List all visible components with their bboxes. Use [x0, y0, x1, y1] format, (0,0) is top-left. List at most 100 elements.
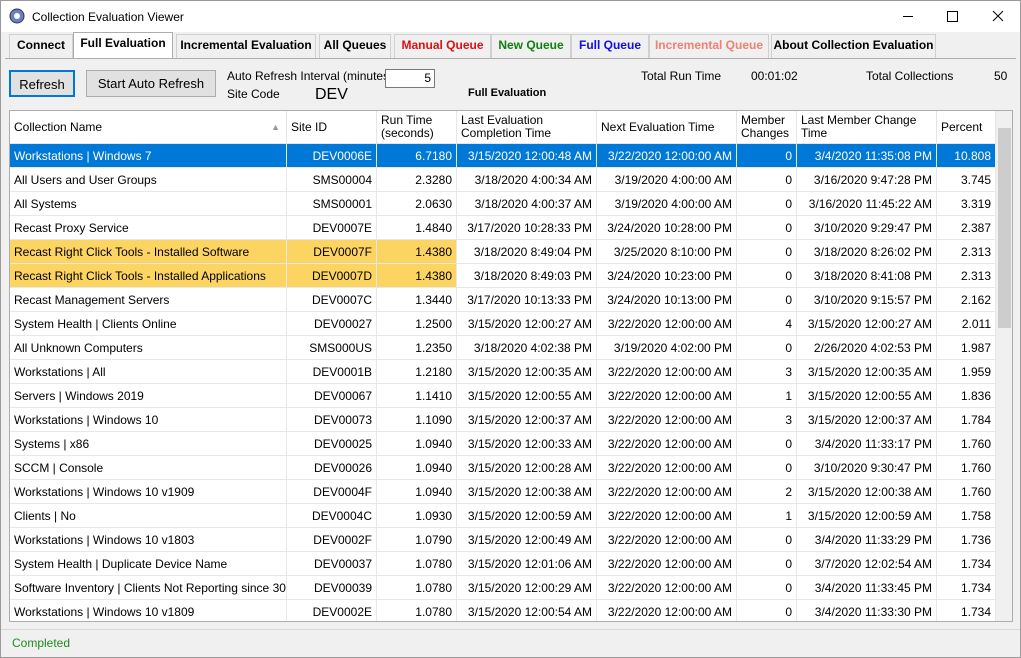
table-cell[interactable]: 0	[737, 576, 797, 600]
window-controls[interactable]	[881, 1, 1020, 32]
table-cell[interactable]: 3/4/2020 11:33:29 PM	[797, 528, 937, 552]
table-cell[interactable]: 3/19/2020 4:02:00 PM	[597, 336, 737, 360]
column-header[interactable]: Run Time (seconds)	[377, 111, 457, 144]
table-cell[interactable]: 3/22/2020 12:00:00 AM	[597, 312, 737, 336]
table-cell[interactable]: 1.0790	[377, 528, 457, 552]
table-cell[interactable]: SMS00001	[287, 192, 377, 216]
table-cell[interactable]: 1	[737, 504, 797, 528]
table-cell[interactable]: 1.0780	[377, 552, 457, 576]
table-cell[interactable]: 3/15/2020 12:00:37 AM	[797, 408, 937, 432]
table-cell[interactable]: 3/15/2020 12:00:35 AM	[457, 360, 597, 384]
table-cell[interactable]: Workstations | Windows 7	[10, 144, 287, 168]
table-cell[interactable]: 3/15/2020 12:00:28 AM	[457, 456, 597, 480]
table-cell[interactable]: 3/15/2020 12:00:27 AM	[797, 312, 937, 336]
table-cell[interactable]: 3/22/2020 12:00:00 AM	[597, 552, 737, 576]
table-cell[interactable]: 0	[737, 528, 797, 552]
table-cell[interactable]: DEV00039	[287, 576, 377, 600]
table-cell[interactable]: 3/15/2020 12:00:35 AM	[797, 360, 937, 384]
table-cell[interactable]: 1.2180	[377, 360, 457, 384]
table-cell[interactable]: 3/17/2020 10:13:33 PM	[457, 288, 597, 312]
table-cell[interactable]: DEV00073	[287, 408, 377, 432]
table-cell[interactable]: 1.0780	[377, 600, 457, 622]
table-cell[interactable]: 3/15/2020 12:00:29 AM	[457, 576, 597, 600]
table-cell[interactable]: Clients | No	[10, 504, 287, 528]
table-cell[interactable]: 3/18/2020 8:26:02 PM	[797, 240, 937, 264]
table-cell[interactable]: 3/4/2020 11:33:30 PM	[797, 600, 937, 622]
table-cell[interactable]: 3/15/2020 12:00:59 AM	[457, 504, 597, 528]
table-cell[interactable]: 3	[737, 360, 797, 384]
table-cell[interactable]: 3/22/2020 12:00:00 AM	[597, 480, 737, 504]
table-cell[interactable]: 1.1090	[377, 408, 457, 432]
table-cell[interactable]: 3/16/2020 9:47:28 PM	[797, 168, 937, 192]
table-cell[interactable]: 2.0630	[377, 192, 457, 216]
table-cell[interactable]: DEV00067	[287, 384, 377, 408]
table-cell[interactable]: Workstations | Windows 10 v1909	[10, 480, 287, 504]
tab[interactable]: About Collection Evaluation	[771, 34, 936, 58]
table-cell[interactable]: 1.0940	[377, 456, 457, 480]
table-cell[interactable]: 3/15/2020 12:00:38 AM	[457, 480, 597, 504]
table-cell[interactable]: Recast Management Servers	[10, 288, 287, 312]
table-cell[interactable]: 3.319	[937, 192, 996, 216]
table-cell[interactable]: Recast Proxy Service	[10, 216, 287, 240]
table-cell[interactable]: Systems | x86	[10, 432, 287, 456]
table-cell[interactable]: 3/22/2020 12:00:00 AM	[597, 432, 737, 456]
table-cell[interactable]: DEV0007C	[287, 288, 377, 312]
table-cell[interactable]: All Unknown Computers	[10, 336, 287, 360]
table-cell[interactable]: Workstations | Windows 10 v1803	[10, 528, 287, 552]
table-cell[interactable]: 1.1410	[377, 384, 457, 408]
table-cell[interactable]: 2.313	[937, 240, 996, 264]
column-header[interactable]: Percent	[937, 111, 996, 144]
table-cell[interactable]: 3/18/2020 4:00:37 AM	[457, 192, 597, 216]
table-cell[interactable]: Software Inventory | Clients Not Reporti…	[10, 576, 287, 600]
table-cell[interactable]: 3/10/2020 9:29:47 PM	[797, 216, 937, 240]
table-cell[interactable]: 3/15/2020 12:00:59 AM	[797, 504, 937, 528]
table-cell[interactable]: 3	[737, 408, 797, 432]
table-cell[interactable]: 1.760	[937, 456, 996, 480]
table-cell[interactable]: 2.313	[937, 264, 996, 288]
table-cell[interactable]: SMS000US	[287, 336, 377, 360]
table-cell[interactable]: DEV00037	[287, 552, 377, 576]
table-cell[interactable]: 0	[737, 240, 797, 264]
table-cell[interactable]: Servers | Windows 2019	[10, 384, 287, 408]
table-cell[interactable]: Recast Right Click Tools - Installed App…	[10, 264, 287, 288]
column-header[interactable]: Last Member Change Time	[797, 111, 937, 144]
table-cell[interactable]: 1.760	[937, 432, 996, 456]
table-cell[interactable]: 3/15/2020 12:00:38 AM	[797, 480, 937, 504]
table-cell[interactable]: 1.3440	[377, 288, 457, 312]
scrollbar[interactable]	[996, 111, 1013, 621]
table-cell[interactable]: 1.2500	[377, 312, 457, 336]
scroll-thumb[interactable]	[998, 128, 1011, 328]
table-cell[interactable]: 3/18/2020 4:02:38 PM	[457, 336, 597, 360]
table-cell[interactable]: 3.745	[937, 168, 996, 192]
table-cell[interactable]: 3/15/2020 12:00:54 AM	[457, 600, 597, 622]
table-cell[interactable]: 3/15/2020 12:00:55 AM	[457, 384, 597, 408]
table-cell[interactable]: DEV0006E	[287, 144, 377, 168]
table-cell[interactable]: 6.7180	[377, 144, 457, 168]
refresh-button[interactable]: Refresh	[9, 70, 75, 97]
table-cell[interactable]: 3/19/2020 4:00:00 AM	[597, 168, 737, 192]
table-cell[interactable]: 3/16/2020 11:45:22 AM	[797, 192, 937, 216]
table-cell[interactable]: 3/22/2020 12:00:00 AM	[597, 384, 737, 408]
table-cell[interactable]: DEV0007E	[287, 216, 377, 240]
table-cell[interactable]: 1.2350	[377, 336, 457, 360]
table-cell[interactable]: 3/4/2020 11:33:45 PM	[797, 576, 937, 600]
table-cell[interactable]: DEV00026	[287, 456, 377, 480]
table-cell[interactable]: 0	[737, 600, 797, 622]
table-cell[interactable]: All Systems	[10, 192, 287, 216]
table-cell[interactable]: 1.836	[937, 384, 996, 408]
tab[interactable]: Full Queue	[571, 34, 649, 58]
table-cell[interactable]: 1.0940	[377, 432, 457, 456]
table-cell[interactable]: 1.4380	[377, 264, 457, 288]
table-cell[interactable]: 3/22/2020 12:00:00 AM	[597, 576, 737, 600]
table-cell[interactable]: 0	[737, 144, 797, 168]
column-header[interactable]: Member Changes	[737, 111, 797, 144]
table-cell[interactable]: 3/15/2020 12:01:06 AM	[457, 552, 597, 576]
table-cell[interactable]: 2	[737, 480, 797, 504]
table-cell[interactable]: 3/17/2020 10:28:33 PM	[457, 216, 597, 240]
table-cell[interactable]: 3/22/2020 12:00:00 AM	[597, 456, 737, 480]
interval-input[interactable]: 5	[385, 69, 435, 88]
table-cell[interactable]: 1.4380	[377, 240, 457, 264]
table-cell[interactable]: 3/22/2020 12:00:00 AM	[597, 528, 737, 552]
table-cell[interactable]: 4	[737, 312, 797, 336]
table-cell[interactable]: DEV0004C	[287, 504, 377, 528]
